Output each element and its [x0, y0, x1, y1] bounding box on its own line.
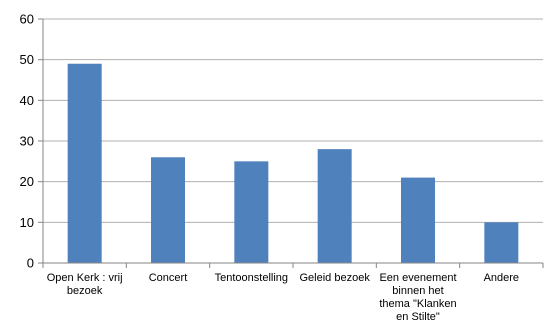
- x-tick-label-line: bezoek: [67, 285, 103, 297]
- x-tick-label: Open Kerk : vrij bezoek: [47, 272, 123, 297]
- y-tick-label: 20: [20, 174, 34, 189]
- y-tick-label: 40: [20, 93, 34, 108]
- x-tick-label-line: Een evenement: [379, 272, 456, 284]
- y-tick-label: 10: [20, 215, 34, 230]
- bar: [401, 177, 435, 263]
- y-tick-label: 60: [20, 12, 34, 27]
- bar: [317, 149, 352, 263]
- x-tick-label-line: thema "Klanken: [379, 298, 456, 310]
- y-tick-label: 50: [20, 52, 34, 67]
- x-tick-label-line: Andere: [484, 272, 519, 284]
- x-tick-label: Tentoonstelling: [215, 272, 288, 284]
- bar: [67, 63, 102, 263]
- x-tick-label: Een evenement binnen het thema "Klanken en …: [379, 272, 456, 323]
- bar: [151, 157, 185, 263]
- x-tick-labels: Open Kerk : vrij bezoek Concert Tentoonstel…: [47, 272, 519, 323]
- x-tick-label-line: Open Kerk : vrij: [47, 272, 123, 284]
- y-tick-label: 0: [27, 256, 34, 271]
- x-tick-label: Geleid bezoek: [300, 272, 371, 284]
- x-tick-label-line: Geleid bezoek: [300, 272, 371, 284]
- x-tick-label: Concert: [149, 272, 188, 284]
- axes: [38, 18, 544, 268]
- bar: [234, 161, 269, 263]
- gridlines: [43, 18, 543, 223]
- x-tick-label-line: en Stilte": [396, 311, 440, 323]
- x-tick-label-line: Concert: [149, 272, 188, 284]
- bar: [484, 222, 519, 263]
- y-tick-label: 30: [20, 134, 34, 149]
- bars: [67, 63, 519, 263]
- x-tick-label: Andere: [484, 272, 519, 284]
- y-tick-labels: 0 10 20 30 40 50 60: [20, 12, 34, 271]
- x-tick-label-line: Tentoonstelling: [215, 272, 288, 284]
- x-tick-label-line: binnen het: [392, 285, 443, 297]
